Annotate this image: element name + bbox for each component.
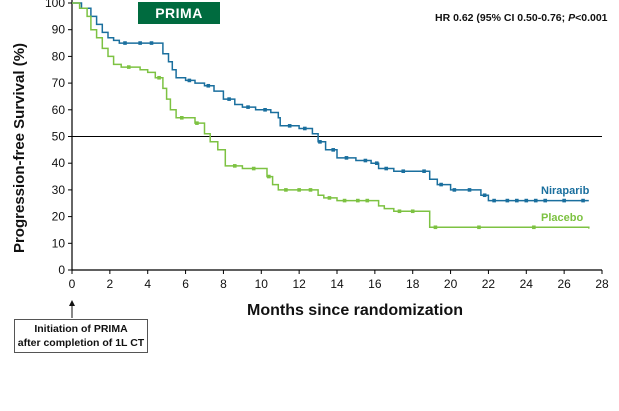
niraparib-censor-mark xyxy=(384,166,389,171)
x-tick-label: 26 xyxy=(557,277,571,291)
initiation-annotation: Initiation of PRIMA after completion of … xyxy=(14,319,148,353)
x-tick-label: 4 xyxy=(144,277,151,291)
x-tick-label: 22 xyxy=(482,277,496,291)
niraparib-censor-mark xyxy=(467,188,472,192)
niraparib-censor-mark xyxy=(452,188,457,192)
x-tick-label: 8 xyxy=(220,277,227,291)
niraparib-survival-curve xyxy=(72,2,589,202)
niraparib-censor-mark xyxy=(581,198,585,203)
placebo-censor-mark xyxy=(477,225,481,230)
placebo-series-label: Placebo xyxy=(541,212,583,224)
niraparib-censor-mark xyxy=(562,198,566,203)
x-tick-label: 12 xyxy=(292,277,306,291)
placebo-censor-mark xyxy=(342,198,347,203)
annotation-line-1: Initiation of PRIMA xyxy=(34,323,128,335)
niraparib-censor-mark xyxy=(303,126,307,131)
niraparib-censor-mark xyxy=(422,169,426,174)
placebo-censor-mark xyxy=(410,209,415,214)
y-tick-label: 90 xyxy=(52,23,66,37)
placebo-censor-mark xyxy=(327,196,332,200)
placebo-censor-mark xyxy=(251,166,256,171)
niraparib-censor-mark xyxy=(227,97,231,101)
p-value: <0.001 xyxy=(575,12,608,24)
hr-prefix: HR 0.62 (95% CI 0.50-0.76; xyxy=(435,12,569,24)
niraparib-censor-mark xyxy=(318,140,322,144)
niraparib-censor-mark xyxy=(206,83,211,88)
y-tick-label: 20 xyxy=(52,210,66,224)
y-tick-label: 50 xyxy=(52,130,66,144)
niraparib-censor-mark xyxy=(363,158,368,163)
y-tick-label: 30 xyxy=(52,183,66,197)
niraparib-censor-mark xyxy=(401,169,406,174)
niraparib-censor-mark xyxy=(524,198,529,203)
niraparib-censor-mark xyxy=(246,105,250,109)
niraparib-censor-mark xyxy=(123,41,127,45)
niraparib-censor-mark xyxy=(533,198,538,203)
x-tick-label: 24 xyxy=(520,277,534,291)
niraparib-censor-mark xyxy=(138,41,142,45)
placebo-censor-mark xyxy=(195,121,199,125)
hazard-ratio-text: HR 0.62 (95% CI 0.50-0.76; P<0.001 xyxy=(435,12,608,24)
p-label: P xyxy=(568,12,576,24)
niraparib-censor-mark xyxy=(492,198,496,203)
niraparib-censor-mark xyxy=(515,198,519,203)
placebo-censor-mark xyxy=(232,164,237,168)
x-tick-label: 18 xyxy=(406,277,420,291)
placebo-censor-mark xyxy=(356,198,360,203)
niraparib-censor-mark xyxy=(187,78,192,83)
placebo-censor-mark xyxy=(179,116,184,120)
trial-badge: PRIMA xyxy=(138,2,220,24)
placebo-censor-mark xyxy=(267,174,271,179)
series-layer xyxy=(72,2,590,230)
placebo-censor-mark xyxy=(157,75,161,80)
placebo-censor-mark xyxy=(297,188,301,192)
niraparib-censor-mark xyxy=(439,182,443,187)
placebo-censor-mark xyxy=(397,209,402,214)
niraparib-censor-mark xyxy=(149,41,154,45)
placebo-censor-mark xyxy=(365,198,370,203)
niraparib-censor-mark xyxy=(331,148,336,152)
x-tick-label: 20 xyxy=(444,277,458,291)
niraparib-censor-mark xyxy=(482,193,487,198)
placebo-survival-curve xyxy=(72,2,590,229)
x-tick-label: 10 xyxy=(255,277,269,291)
x-tick-label: 14 xyxy=(330,277,344,291)
placebo-censor-mark xyxy=(532,225,536,230)
y-tick-label: 0 xyxy=(58,263,65,277)
placebo-censor-mark xyxy=(126,65,131,69)
y-tick-label: 80 xyxy=(52,49,66,63)
placebo-censor-mark xyxy=(284,188,288,192)
niraparib-censor-mark xyxy=(287,124,292,128)
y-tick-label: 100 xyxy=(45,0,65,10)
y-tick-label: 60 xyxy=(52,103,66,117)
niraparib-censor-mark xyxy=(344,156,349,160)
niraparib-series-label: Niraparib xyxy=(541,185,590,197)
initiation-arrow-head xyxy=(69,300,75,306)
y-tick-label: 40 xyxy=(52,156,66,170)
x-tick-label: 2 xyxy=(107,277,114,291)
x-tick-label: 0 xyxy=(69,277,76,291)
x-axis-label: Months since randomization xyxy=(247,302,463,319)
x-tick-label: 16 xyxy=(368,277,382,291)
x-tick-label: 6 xyxy=(182,277,189,291)
niraparib-censor-mark xyxy=(505,198,510,203)
y-tick-label: 10 xyxy=(52,236,66,250)
x-tick-label: 28 xyxy=(595,277,609,291)
y-tick-label: 70 xyxy=(52,76,66,90)
placebo-censor-mark xyxy=(433,225,438,230)
niraparib-censor-mark xyxy=(374,161,379,165)
niraparib-censor-mark xyxy=(543,198,548,203)
niraparib-censor-mark xyxy=(263,108,267,112)
placebo-censor-mark xyxy=(308,188,313,192)
annotation-line-2: after completion of 1L CT xyxy=(17,337,145,349)
y-axis-label: Progression-free Survival (%) xyxy=(11,43,28,253)
